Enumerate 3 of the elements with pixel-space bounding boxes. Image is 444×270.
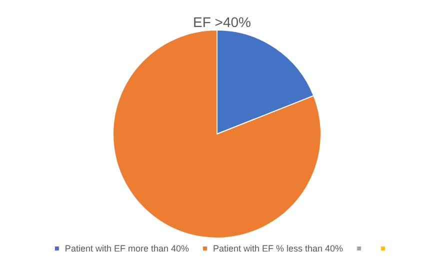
legend-label: Patient with EF % less than 40% — [213, 244, 344, 254]
legend-label: Patient with EF more than 40% — [64, 244, 189, 254]
chart-title: EF >40% — [193, 14, 251, 30]
